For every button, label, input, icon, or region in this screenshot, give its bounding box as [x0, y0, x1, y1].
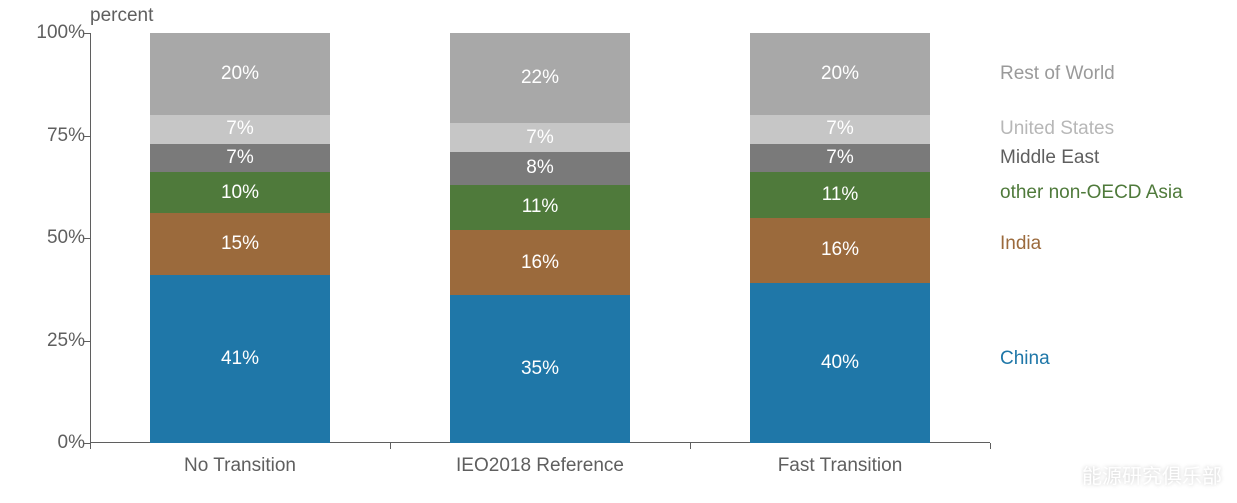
bar-segment-label: 11%	[522, 196, 559, 218]
bar-segment-label: 8%	[526, 157, 553, 179]
legend-item-rest_of_world: Rest of World	[1000, 63, 1115, 85]
bar-segment-label: 7%	[826, 147, 853, 169]
x-tick-mark	[390, 443, 391, 449]
y-axis-line	[90, 33, 91, 443]
legend-item-united_states: United States	[1000, 118, 1114, 140]
watermark-text: 能源研究俱乐部	[1082, 460, 1222, 489]
x-tick-label: IEO2018 Reference	[390, 455, 690, 477]
bar-segment-label: 16%	[821, 239, 859, 261]
x-tick-label: No Transition	[90, 455, 390, 477]
bar-segment-rest_of_world: 22%	[450, 33, 630, 123]
legend: China India other non-OECD Asia Middle East…	[1000, 33, 1237, 443]
legend-item-middle_east: Middle East	[1000, 147, 1099, 169]
bar-segment-united_states: 7%	[750, 115, 930, 144]
bar-segment-middle_east: 7%	[150, 144, 330, 173]
bar-segment-label: 10%	[221, 182, 259, 204]
bar-segment-middle_east: 8%	[450, 152, 630, 185]
bar-segment-middle_east: 7%	[750, 144, 930, 173]
bar-segment-label: 22%	[521, 67, 559, 89]
bar-segment-china: 40%	[750, 283, 930, 443]
bar-segment-china: 35%	[450, 295, 630, 443]
bar-segment-india: 16%	[750, 218, 930, 284]
bar-segment-label: 35%	[521, 358, 559, 380]
x-tick-mark	[690, 443, 691, 449]
bar-group: 41% 15% 10% 7% 7% 20%	[150, 33, 330, 443]
bar-segment-label: 41%	[221, 348, 259, 370]
bar-segment-label: 7%	[526, 127, 553, 149]
y-tick-mark	[84, 33, 90, 34]
bar-segment-label: 7%	[226, 118, 253, 140]
legend-item-china: China	[1000, 348, 1050, 370]
y-tick-label: 75%	[35, 125, 85, 147]
legend-item-other_asia: other non-OECD Asia	[1000, 182, 1183, 204]
bar-segment-rest_of_world: 20%	[150, 33, 330, 115]
y-tick-mark	[84, 238, 90, 239]
bar-segment-label: 7%	[826, 118, 853, 140]
bar-segment-rest_of_world: 20%	[750, 33, 930, 115]
x-tick-label: Fast Transition	[690, 455, 990, 477]
x-tick-mark	[990, 443, 991, 449]
bar-segment-label: 20%	[821, 63, 859, 85]
watermark: 能源研究俱乐部	[1040, 457, 1222, 491]
bar-group: 35% 16% 11% 8% 7% 22%	[450, 33, 630, 443]
bar-segment-other_asia: 11%	[450, 185, 630, 230]
bar-segment-united_states: 7%	[450, 123, 630, 152]
bar-segment-other_asia: 10%	[150, 172, 330, 213]
bar-segment-united_states: 7%	[150, 115, 330, 144]
plot-area: 0%25%50%75%100%41%15%10%7%7%20%No Transi…	[90, 33, 990, 443]
legend-item-india: India	[1000, 233, 1041, 255]
bar-group: 40% 16% 11% 7% 7% 20%	[750, 33, 930, 443]
x-tick-mark	[90, 443, 91, 449]
bar-segment-other_asia: 11%	[750, 172, 930, 217]
stacked-bar-chart: percent 0% 25% 50% 75% 100% 41% 15% 10% 7% 7% 20% N…	[30, 5, 1210, 495]
bar-segment-india: 15%	[150, 213, 330, 275]
y-tick-label: 25%	[35, 330, 85, 352]
y-tick-label: 0%	[35, 432, 85, 454]
y-tick-label: 50%	[35, 227, 85, 249]
y-tick-mark	[84, 136, 90, 137]
y-tick-mark	[84, 341, 90, 342]
bar-segment-label: 15%	[221, 233, 259, 255]
bar-segment-label: 40%	[821, 352, 859, 374]
bar-segment-china: 41%	[150, 275, 330, 443]
bar-segment-label: 11%	[822, 184, 859, 206]
bar-segment-label: 7%	[226, 147, 253, 169]
bar-segment-india: 16%	[450, 230, 630, 296]
wechat-icon	[1040, 457, 1074, 491]
bar-segment-label: 16%	[521, 252, 559, 274]
bar-segment-label: 20%	[221, 63, 259, 85]
y-tick-label: 100%	[35, 22, 85, 44]
y-axis-title: percent	[90, 5, 153, 27]
